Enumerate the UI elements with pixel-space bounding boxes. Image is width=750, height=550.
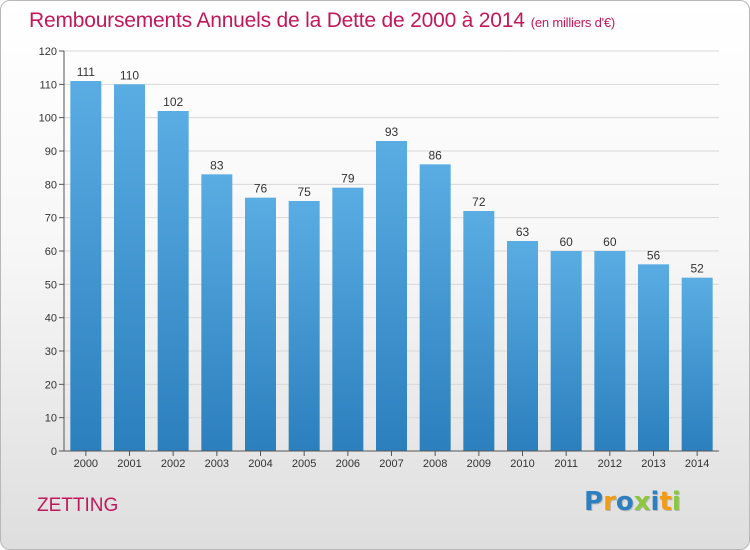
y-tick-label: 50 [45, 279, 57, 291]
y-tick-label: 90 [45, 146, 57, 158]
bar [376, 141, 407, 451]
bar [419, 164, 451, 452]
bar-value-label: 111 [77, 65, 96, 79]
x-tick-label: 2011 [554, 458, 578, 470]
bar-value-label: 60 [603, 235, 617, 249]
x-tick-label: 2003 [205, 458, 229, 470]
bar-value-label: 60 [559, 235, 573, 249]
proxiti-logo: Proxiti [584, 487, 681, 517]
x-tick-label: 2004 [248, 458, 272, 470]
y-tick-label: 0 [51, 446, 57, 458]
bar-value-label: 93 [385, 125, 399, 139]
logo-letter: t [659, 487, 672, 517]
commune-name: ZETTING [37, 495, 119, 516]
x-tick-label: 2014 [685, 458, 709, 470]
x-tick-label: 2005 [292, 458, 316, 470]
title-text: Remboursements Annuels de la Dette de 20… [29, 9, 525, 32]
bar [157, 111, 189, 451]
x-tick-label: 2006 [336, 458, 360, 470]
bar-value-label: 52 [690, 262, 704, 276]
bar-value-label: 79 [341, 172, 355, 186]
logo-letter: P [584, 487, 604, 517]
y-tick-label: 80 [45, 179, 57, 191]
labels: 0 10 20 30 40 50 60 70 80 90 100 110 120 111 2000 110 20… [39, 46, 710, 470]
bar-value-label: 75 [297, 185, 311, 199]
y-tick-label: 70 [45, 213, 57, 225]
x-tick-label: 2008 [423, 458, 447, 470]
bar [288, 201, 320, 451]
bar [550, 251, 582, 451]
bar-value-label: 110 [120, 68, 139, 82]
x-tick-label: 2010 [510, 458, 534, 470]
bar-value-label: 56 [647, 248, 661, 262]
bar [114, 84, 145, 451]
x-tick-label: 2001 [117, 458, 141, 470]
bar [594, 251, 626, 451]
bar [638, 264, 669, 451]
chart-title: Remboursements Annuels de la Dette de 20… [29, 9, 615, 33]
y-tick-label: 100 [39, 113, 57, 125]
bar-value-label: 102 [163, 95, 183, 109]
bar [245, 197, 276, 451]
x-tick-label: 2007 [379, 458, 403, 470]
bar [332, 187, 364, 451]
bar-value-label: 63 [516, 225, 530, 239]
logo-letter: x [633, 487, 651, 517]
y-tick-label: 40 [45, 313, 57, 325]
axes [59, 50, 719, 456]
logo-letter: r [603, 487, 616, 517]
bar-value-label: 86 [428, 148, 442, 162]
y-tick-label: 120 [39, 46, 57, 58]
logo-letter: i [671, 487, 681, 517]
x-tick-label: 2012 [598, 458, 622, 470]
y-tick-label: 10 [45, 413, 57, 425]
bar-value-label: 76 [254, 182, 268, 196]
x-tick-label: 2009 [467, 458, 491, 470]
bar [681, 277, 713, 451]
bar [507, 241, 538, 451]
x-tick-label: 2000 [74, 458, 98, 470]
bars [70, 81, 713, 452]
logo-letter: o [615, 487, 634, 517]
y-tick-label: 110 [39, 79, 57, 91]
y-tick-label: 20 [45, 379, 57, 391]
x-tick-label: 2013 [641, 458, 665, 470]
bar [201, 174, 233, 452]
y-tick-label: 60 [45, 246, 57, 258]
unit-label: (en milliers d'€) [530, 15, 616, 30]
bar-value-label: 72 [472, 195, 486, 209]
bar [463, 211, 495, 451]
y-tick-label: 30 [45, 346, 57, 358]
bar-value-label: 83 [210, 158, 224, 172]
x-tick-label: 2002 [161, 458, 185, 470]
logo-letter: i [650, 487, 660, 517]
bar [70, 81, 102, 451]
